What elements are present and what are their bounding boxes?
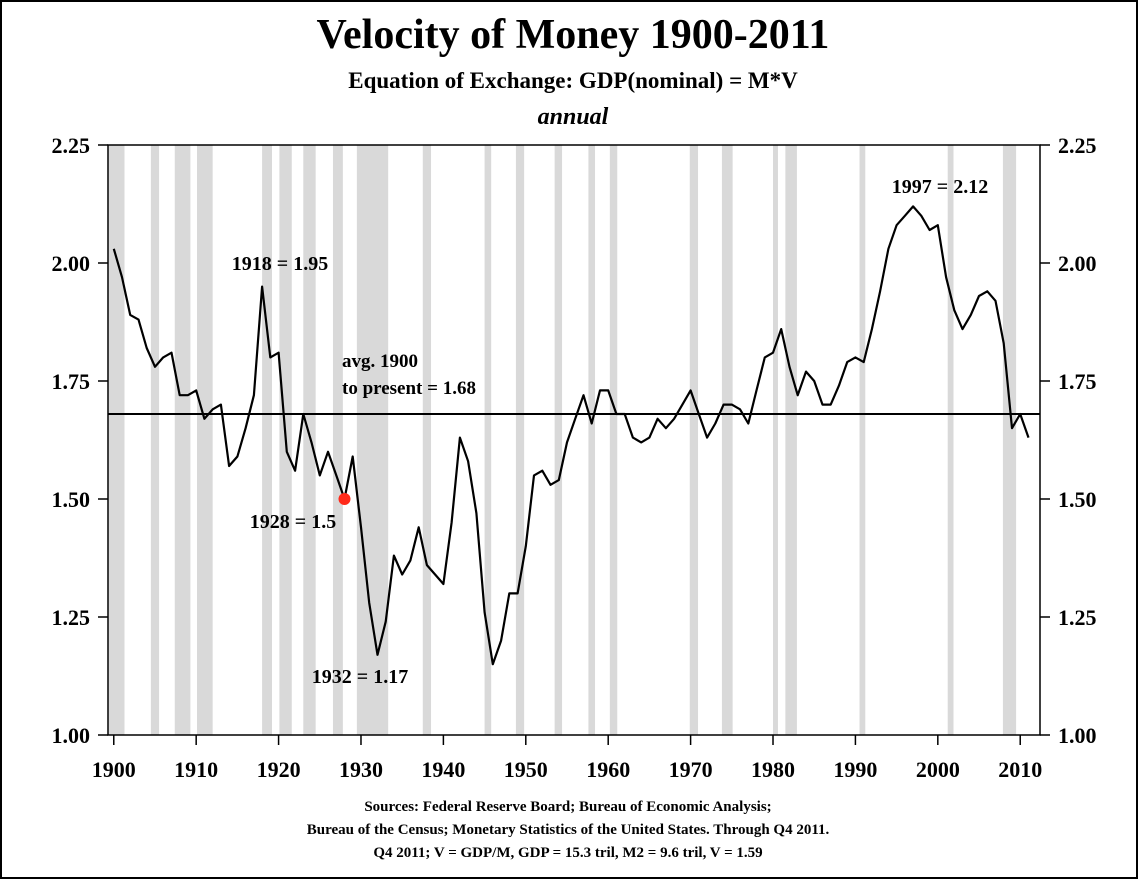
recession-band xyxy=(150,145,160,735)
average-label: avg. 1900 xyxy=(342,351,418,372)
recession-band xyxy=(859,145,866,735)
recession-band xyxy=(332,145,343,735)
recession-band xyxy=(588,145,596,735)
recession-band xyxy=(484,145,492,735)
x-tick-label: 1930 xyxy=(339,757,383,782)
recession-band xyxy=(773,145,778,735)
x-tick-label: 1970 xyxy=(669,757,713,782)
y2-tick-label: 1.25 xyxy=(1058,605,1097,630)
recession-band xyxy=(303,145,316,735)
recession-band xyxy=(515,145,525,735)
y2-tick-label: 1.50 xyxy=(1058,487,1097,512)
frequency-label: annual xyxy=(538,104,609,130)
series-line xyxy=(112,205,1030,666)
recession-band xyxy=(108,145,125,735)
recession-band xyxy=(947,145,954,735)
recession-band xyxy=(689,145,699,735)
annotation: 1997 = 2.12 xyxy=(892,176,988,198)
recession-band xyxy=(174,145,191,735)
x-tick-label: 2010 xyxy=(998,757,1042,782)
recession-band xyxy=(554,145,563,735)
recession-band xyxy=(785,145,797,735)
annotation: 1918 = 1.95 xyxy=(232,253,328,275)
plot-border xyxy=(107,144,1041,736)
y2-tick-label: 1.75 xyxy=(1058,369,1097,394)
average-label: to present = 1.68 xyxy=(342,378,476,399)
highlight-point xyxy=(338,493,351,505)
y-tick-label: 2.25 xyxy=(52,133,91,158)
y2-tick-label: 2.25 xyxy=(1058,133,1097,158)
recession-band xyxy=(422,145,432,735)
source-note: Q4 2011; V = GDP/M, GDP = 15.3 tril, M2 … xyxy=(373,845,762,861)
recession-band xyxy=(1002,145,1017,735)
y2-tick-label: 2.00 xyxy=(1058,251,1097,276)
x-tick-label: 1990 xyxy=(833,757,877,782)
x-tick-label: 1950 xyxy=(504,757,548,782)
x-tick-label: 2000 xyxy=(916,757,960,782)
y-tick-label: 2.00 xyxy=(52,251,91,276)
y-tick-label: 1.00 xyxy=(52,723,91,748)
y-tick-label: 1.75 xyxy=(52,369,91,394)
chart-title: Velocity of Money 1900-2011 xyxy=(317,12,830,58)
recession-band xyxy=(262,145,272,735)
annotation: 1932 = 1.17 xyxy=(312,666,408,688)
recession-band xyxy=(196,145,213,735)
chart-subtitle: Equation of Exchange: GDP(nominal) = M*V xyxy=(348,68,798,93)
recession-band xyxy=(356,145,389,735)
recession-band xyxy=(721,145,733,735)
x-tick-label: 1910 xyxy=(174,757,218,782)
y-tick-label: 1.50 xyxy=(52,487,91,512)
y2-tick-label: 1.00 xyxy=(1058,723,1097,748)
x-tick-label: 1960 xyxy=(586,757,630,782)
y-tick-label: 1.25 xyxy=(52,605,91,630)
x-tick-label: 1900 xyxy=(92,757,136,782)
source-note: Bureau of the Census; Monetary Statistic… xyxy=(307,822,830,838)
annotation: 1928 = 1.5 xyxy=(250,511,336,533)
source-note: Sources: Federal Reserve Board; Bureau o… xyxy=(364,799,771,815)
x-tick-label: 1920 xyxy=(257,757,301,782)
x-tick-label: 1980 xyxy=(751,757,795,782)
recession-band xyxy=(609,145,618,735)
x-tick-label: 1940 xyxy=(421,757,465,782)
